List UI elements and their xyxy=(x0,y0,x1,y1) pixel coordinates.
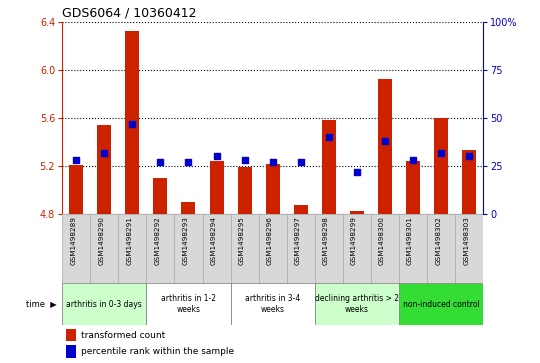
Bar xyxy=(427,214,455,283)
Text: declining arthritis > 2
weeks: declining arthritis > 2 weeks xyxy=(315,294,399,314)
Text: time  ▶: time ▶ xyxy=(26,299,57,309)
Bar xyxy=(118,214,146,283)
Text: GSM1498293: GSM1498293 xyxy=(183,216,188,265)
Bar xyxy=(146,283,231,325)
Point xyxy=(296,159,305,165)
Bar xyxy=(62,283,146,325)
Text: GSM1498301: GSM1498301 xyxy=(407,216,413,265)
Bar xyxy=(202,214,231,283)
Bar xyxy=(462,150,476,214)
Bar xyxy=(455,214,483,283)
Bar xyxy=(287,214,315,283)
Point xyxy=(353,169,361,175)
Point xyxy=(325,134,333,140)
Point xyxy=(184,159,193,165)
Bar xyxy=(62,214,90,283)
Bar xyxy=(371,214,399,283)
Text: GSM1498289: GSM1498289 xyxy=(70,216,76,265)
Bar xyxy=(66,329,76,342)
Bar xyxy=(259,214,287,283)
Text: GSM1498302: GSM1498302 xyxy=(435,216,441,265)
Point xyxy=(381,138,389,144)
Text: GSM1498290: GSM1498290 xyxy=(98,216,104,265)
Point xyxy=(156,159,165,165)
Text: GSM1498295: GSM1498295 xyxy=(239,216,245,265)
Text: arthritis in 0-3 days: arthritis in 0-3 days xyxy=(66,299,142,309)
Text: GSM1498303: GSM1498303 xyxy=(463,216,469,265)
Bar xyxy=(434,118,448,214)
Point xyxy=(437,150,445,155)
Bar xyxy=(399,283,483,325)
Bar xyxy=(294,204,308,214)
Text: transformed count: transformed count xyxy=(81,331,165,340)
Point xyxy=(409,158,417,163)
Text: arthritis in 3-4
weeks: arthritis in 3-4 weeks xyxy=(245,294,300,314)
Point xyxy=(240,158,249,163)
Bar xyxy=(343,214,371,283)
Bar xyxy=(90,214,118,283)
Bar xyxy=(174,214,202,283)
Bar xyxy=(322,121,336,214)
Text: GSM1498296: GSM1498296 xyxy=(267,216,273,265)
Bar xyxy=(125,31,139,214)
Text: non-induced control: non-induced control xyxy=(403,299,480,309)
Text: GDS6064 / 10360412: GDS6064 / 10360412 xyxy=(62,6,197,19)
Bar xyxy=(266,164,280,214)
Bar xyxy=(231,283,315,325)
Point xyxy=(72,158,80,163)
Point xyxy=(128,121,137,127)
Point xyxy=(212,154,221,159)
Text: arthritis in 1-2
weeks: arthritis in 1-2 weeks xyxy=(161,294,216,314)
Text: GSM1498298: GSM1498298 xyxy=(323,216,329,265)
Text: GSM1498297: GSM1498297 xyxy=(295,216,301,265)
Bar xyxy=(378,79,392,214)
Text: GSM1498300: GSM1498300 xyxy=(379,216,385,265)
Text: GSM1498299: GSM1498299 xyxy=(351,216,357,265)
Text: GSM1498291: GSM1498291 xyxy=(126,216,132,265)
Bar xyxy=(399,214,427,283)
Bar xyxy=(153,178,167,214)
Bar xyxy=(69,165,83,214)
Text: GSM1498294: GSM1498294 xyxy=(211,216,217,265)
Text: percentile rank within the sample: percentile rank within the sample xyxy=(81,347,234,356)
Bar xyxy=(146,214,174,283)
Point xyxy=(465,154,474,159)
Point xyxy=(268,159,277,165)
Bar xyxy=(238,167,252,214)
Bar xyxy=(210,161,224,214)
Bar xyxy=(231,214,259,283)
Point xyxy=(100,150,109,155)
Text: GSM1498292: GSM1498292 xyxy=(154,216,160,265)
Bar xyxy=(315,283,399,325)
Bar xyxy=(66,345,76,358)
Bar xyxy=(97,125,111,214)
Bar xyxy=(181,202,195,214)
Bar xyxy=(350,211,364,214)
Bar xyxy=(406,161,420,214)
Bar xyxy=(315,214,343,283)
